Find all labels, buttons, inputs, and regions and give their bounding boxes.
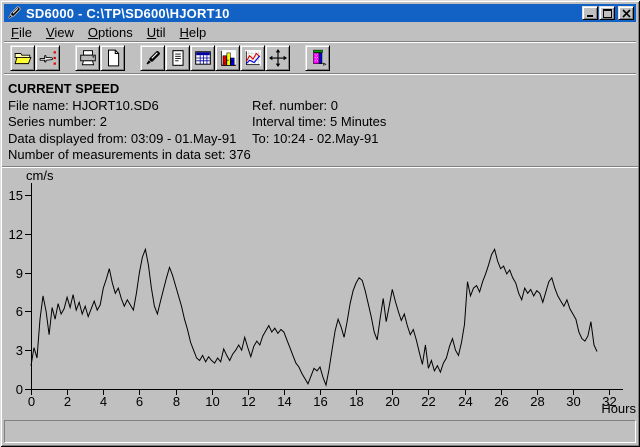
svg-text:2: 2 [64, 394, 71, 409]
report-button[interactable] [165, 44, 190, 71]
close-icon [621, 8, 631, 18]
section-divider [2, 166, 638, 168]
maximize-button[interactable] [599, 6, 615, 20]
svg-text:20: 20 [385, 394, 399, 409]
svg-text:18: 18 [349, 394, 363, 409]
svg-text:0: 0 [28, 394, 35, 409]
exit-button[interactable] [305, 44, 330, 71]
measurement-count-text: Number of measurements in data set: 376 [8, 147, 251, 162]
menu-options[interactable]: Options [87, 24, 133, 40]
page-icon [107, 49, 119, 66]
file-name-text: File name: HJORT10.SD6 [8, 97, 159, 113]
document-icon [171, 49, 184, 66]
data-from-text: Data displayed from: 03:09 - 01.May-91 [8, 130, 237, 146]
svg-text:4: 4 [100, 394, 107, 409]
series-heading: CURRENT SPEED [8, 81, 120, 96]
title-bar: SD6000 - C:\TP\SD600\HJORT10 [4, 4, 636, 22]
pan-button[interactable] [265, 44, 290, 71]
interval-time-text: Interval time: 5 Minutes [252, 114, 387, 129]
svg-text:12: 12 [241, 394, 255, 409]
marker-pen-icon [8, 6, 21, 19]
svg-text:22: 22 [421, 394, 435, 409]
info-panel: CURRENT SPEED File name: HJORT10.SD6 Ref… [8, 81, 386, 164]
svg-text:9: 9 [16, 266, 23, 281]
data-to-text: To: 10:24 - 02.May-91 [252, 130, 379, 146]
open-file-button[interactable] [10, 44, 35, 71]
series-number-text: Series number: 2 [8, 114, 107, 129]
svg-text:16: 16 [313, 394, 327, 409]
status-bar [4, 420, 636, 443]
bar-chart-button[interactable] [215, 44, 240, 71]
line-chart-icon [244, 49, 261, 66]
printer-icon [79, 49, 96, 65]
maximize-icon [602, 8, 612, 18]
minimize-button[interactable] [582, 6, 598, 20]
marker-pen-icon [146, 50, 160, 64]
svg-text:26: 26 [494, 394, 508, 409]
svg-text:3: 3 [16, 343, 23, 358]
minimize-icon [586, 14, 593, 17]
svg-text:Hours: Hours [601, 401, 636, 416]
svg-text:6: 6 [16, 304, 23, 319]
svg-text:0: 0 [16, 382, 23, 397]
svg-text:10: 10 [205, 394, 219, 409]
pan-arrows-icon [268, 48, 287, 67]
pointing-hand-icon [39, 50, 56, 65]
svg-text:24: 24 [458, 394, 472, 409]
open-folder-icon [14, 52, 32, 64]
data-table-button[interactable] [190, 44, 215, 71]
toolbar [4, 41, 636, 74]
svg-text:28: 28 [530, 394, 544, 409]
bar-chart-icon [219, 49, 236, 66]
svg-text:32: 32 [602, 394, 616, 409]
svg-text:30: 30 [566, 394, 580, 409]
svg-text:12: 12 [9, 227, 23, 242]
print-button[interactable] [75, 44, 100, 71]
current-speed-line [30, 247, 598, 387]
ref-number-text: Ref. number: 0 [252, 97, 338, 113]
menu-file[interactable]: File [11, 24, 32, 40]
exit-door-icon [312, 49, 327, 66]
svg-text:8: 8 [173, 394, 180, 409]
close-button[interactable] [618, 6, 634, 20]
svg-text:14: 14 [277, 394, 291, 409]
menu-bar: File View Options Util Help [4, 23, 636, 41]
svg-text:6: 6 [136, 394, 143, 409]
menu-help[interactable]: Help [179, 24, 207, 40]
page-button[interactable] [100, 44, 125, 71]
line-chart-button[interactable] [240, 44, 265, 71]
table-icon [194, 50, 211, 65]
window-title: SD6000 - C:\TP\SD600\HJORT10 [26, 5, 230, 21]
svg-text:cm/s: cm/s [26, 168, 54, 183]
svg-text:15: 15 [9, 188, 23, 203]
menu-util[interactable]: Util [146, 24, 166, 40]
select-series-button[interactable] [35, 44, 60, 71]
marker-button[interactable] [140, 44, 165, 71]
menu-view[interactable]: View [45, 24, 74, 40]
